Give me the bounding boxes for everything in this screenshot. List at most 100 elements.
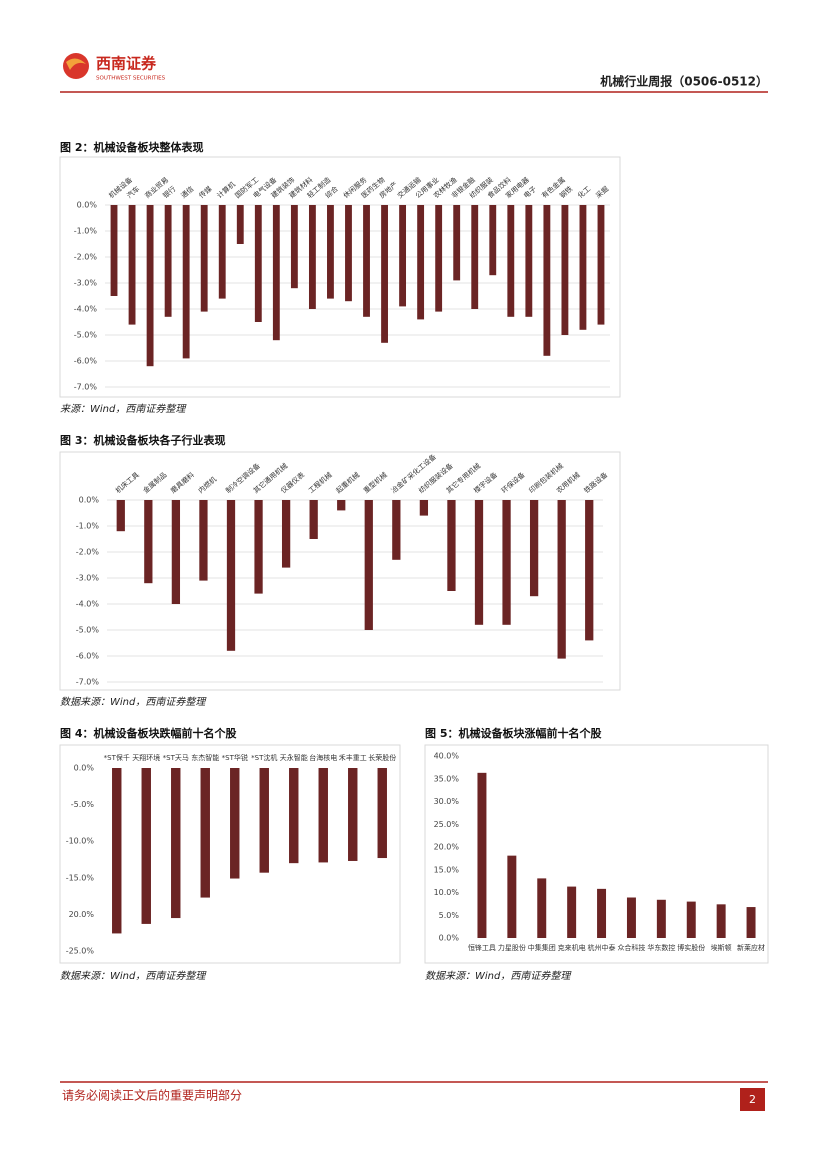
bar [579, 205, 587, 330]
bar [218, 205, 226, 299]
y-tick-label: -5.0% [76, 626, 100, 635]
y-tick-label: 15.0% [434, 865, 460, 874]
figure-source: 数据来源：Wind，西南证券整理 [425, 970, 572, 982]
y-tick-label: 0.0% [77, 201, 98, 210]
bar [171, 768, 181, 919]
bar [399, 205, 407, 307]
x-tick-label: 工程机械 [306, 470, 333, 495]
y-tick-label: -25.0% [66, 947, 95, 956]
bar [259, 768, 269, 873]
y-tick-label: 5.0% [439, 911, 460, 920]
y-tick-label: 0.0% [79, 496, 100, 505]
y-tick-label: -6.0% [74, 357, 98, 366]
bar [502, 500, 511, 625]
bar [309, 500, 318, 539]
y-tick-label: 40.0% [434, 752, 460, 761]
figure-title: 图 5：机械设备板块涨幅前十名个股 [425, 726, 602, 740]
bar [557, 500, 566, 659]
bar [226, 500, 236, 651]
bar [525, 205, 533, 317]
x-tick-label: 传媒 [197, 184, 214, 200]
bar [254, 205, 262, 322]
chart-frame [59, 744, 401, 964]
bar [110, 205, 118, 296]
bar [435, 205, 443, 312]
bar [348, 768, 358, 861]
bar [567, 886, 577, 938]
bar [597, 888, 607, 938]
figure-source: 来源：Wind，西南证券整理 [60, 403, 187, 415]
chart-frame [59, 156, 621, 398]
bar [337, 500, 346, 511]
x-tick-label: 环保设备 [499, 470, 526, 495]
logo-icon [63, 53, 89, 79]
x-tick-label: 众合科技 [617, 943, 645, 952]
x-tick-label: 化工 [576, 184, 593, 200]
bar [318, 768, 328, 863]
bar [141, 768, 151, 924]
x-tick-label: 天永智能 [280, 753, 308, 762]
x-tick-label: 农用机械 [554, 470, 581, 495]
y-tick-label: -7.0% [76, 678, 100, 687]
figure-source: 数据来源：Wind，西南证券整理 [60, 970, 207, 982]
bar [561, 205, 569, 335]
bar [543, 205, 551, 356]
bar [686, 901, 696, 938]
y-tick-label: -4.0% [76, 600, 100, 609]
x-tick-label: 仪器仪表 [279, 470, 306, 495]
figure-title: 图 4：机械设备板块跌幅前十名个股 [60, 726, 237, 740]
bar [417, 205, 425, 320]
x-tick-label: 华东数控 [647, 943, 675, 952]
y-tick-label: -5.0% [71, 800, 95, 809]
bar [171, 500, 181, 604]
bar [716, 904, 726, 938]
bar [230, 768, 240, 879]
page-number-box [740, 1088, 765, 1111]
y-tick-label: -7.0% [74, 383, 98, 392]
bar [363, 205, 370, 317]
x-tick-label: 内燃机 [196, 475, 218, 495]
y-tick-label: 10.0% [434, 888, 460, 897]
logo: 西南证券 SOUTHWEST SECURITIES [63, 53, 166, 82]
y-tick-label: 35.0% [434, 774, 460, 783]
y-tick-label: 25.0% [434, 820, 460, 829]
bar [182, 205, 190, 359]
bar [419, 500, 429, 516]
bar [507, 205, 515, 317]
x-tick-label: *ST华锐 [222, 753, 248, 762]
report-title: 机械行业周报（0506-0512） [600, 74, 768, 89]
bar [254, 500, 263, 594]
x-tick-label: 埃斯顿 [711, 943, 732, 952]
y-tick-label: -3.0% [76, 574, 100, 583]
bar [453, 205, 461, 281]
x-tick-label: 采掘 [594, 184, 611, 200]
x-tick-label: 恒锋工具 [468, 943, 496, 952]
y-tick-label: -15.0% [66, 873, 95, 882]
x-tick-label: *ST保千 [104, 753, 130, 762]
logo-en: SOUTHWEST SECURITIES [96, 76, 166, 82]
bar [392, 500, 401, 560]
x-tick-label: 起重机械 [334, 470, 361, 495]
y-tick-label: 0.0% [439, 934, 460, 943]
y-tick-label: 20.0% [434, 843, 460, 852]
figure-title: 图 2：机械设备板块整体表现 [60, 140, 203, 154]
y-tick-label: -2.0% [76, 548, 100, 557]
x-tick-label: 中集集团 [528, 943, 556, 952]
logo-cn: 西南证券 [96, 55, 157, 73]
y-tick-label: -5.0% [74, 331, 98, 340]
x-tick-label: 铁路设备 [582, 470, 609, 495]
x-tick-label: 通信 [179, 184, 196, 200]
x-tick-label: 金属制品 [141, 470, 168, 495]
bar [144, 500, 153, 584]
x-tick-label: 新莱应材 [737, 943, 765, 952]
figure-source: 数据来源：Wind，西南证券整理 [60, 696, 207, 708]
bar [474, 500, 484, 625]
bar [585, 500, 594, 641]
bar [116, 500, 125, 532]
bar [626, 897, 636, 938]
logo-swirl [66, 58, 86, 70]
x-tick-label: 重型机械 [362, 470, 389, 495]
x-tick-label: 克来机电 [558, 943, 586, 952]
bar [236, 205, 244, 244]
bar [146, 205, 154, 367]
